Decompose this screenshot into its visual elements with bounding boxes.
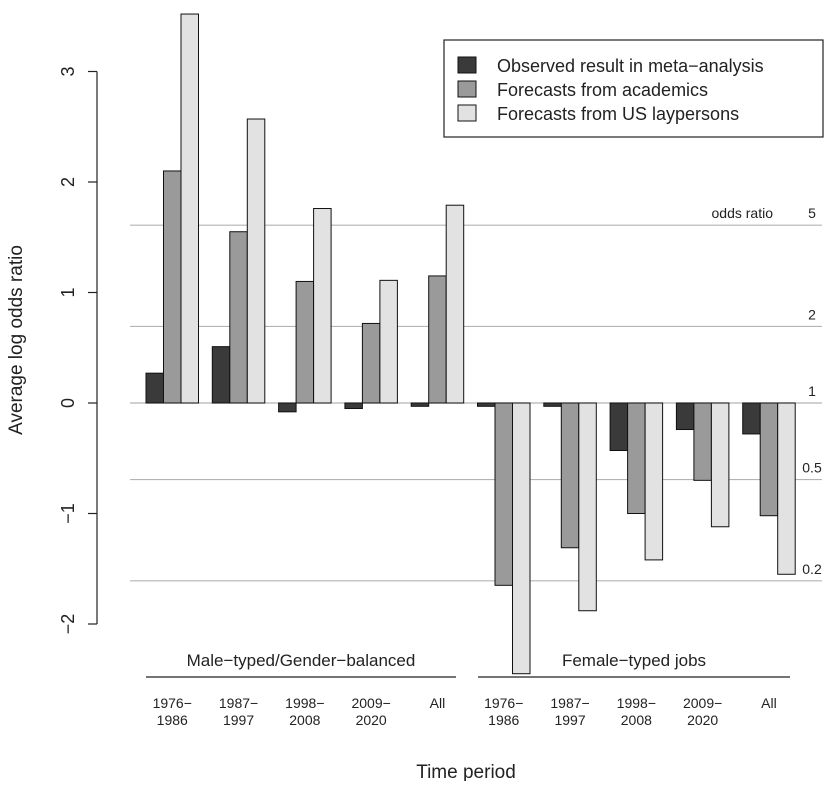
bar xyxy=(246,118,266,404)
reference-line-label: 0.5 xyxy=(802,460,822,476)
x-tick-label: 1998− 2008 xyxy=(285,695,324,728)
y-tick-label: −1 xyxy=(58,503,78,524)
y-tick-label: 3 xyxy=(58,66,78,76)
bar xyxy=(379,279,398,404)
bar xyxy=(180,13,199,404)
reference-line-label: 2 xyxy=(808,306,816,322)
x-tick-label: All xyxy=(430,695,446,711)
group-label: Male−typed/Gender−balanced xyxy=(187,651,416,670)
bar xyxy=(145,372,164,404)
x-tick-labels: 1976− 1986 1987− 1997 1998− 2008 2009− 2020 All 1… xyxy=(153,695,777,728)
x-tick-label: 2009− 2020 xyxy=(683,695,722,728)
legend-box xyxy=(443,39,824,138)
bar xyxy=(627,402,646,514)
bar xyxy=(410,402,430,407)
bar xyxy=(777,402,796,575)
bar xyxy=(759,402,779,517)
reference-line-label: 0.2 xyxy=(802,561,822,577)
x-tick-label: 1976− 1986 xyxy=(484,695,523,728)
bar xyxy=(710,402,730,528)
bar xyxy=(344,402,363,410)
bar xyxy=(494,402,513,586)
legend-entry: Forecasts from US laypersons xyxy=(497,104,739,124)
x-tick-label: 1987− 1997 xyxy=(219,695,258,728)
bar xyxy=(477,402,496,407)
bar xyxy=(361,322,381,404)
bar xyxy=(211,346,231,404)
bar xyxy=(229,231,248,404)
reference-lines: 5 2 1 0.5 0.2 odds ratio xyxy=(130,205,822,582)
bar xyxy=(609,402,629,452)
group-labels: Male−typed/Gender−balanced Female−typed j… xyxy=(146,651,790,678)
bar xyxy=(644,402,664,561)
x-tick-label: 1987− 1997 xyxy=(550,695,589,728)
bar xyxy=(543,402,562,407)
x-axis-label: Time period xyxy=(416,762,516,781)
x-tick-label: 2009− 2020 xyxy=(351,695,390,728)
y-axis: −2 −1 0 1 2 3 xyxy=(58,66,98,635)
bar xyxy=(295,280,315,404)
x-tick-label: All xyxy=(761,695,777,711)
y-tick-label: 0 xyxy=(58,398,78,408)
legend-swatch xyxy=(457,80,477,98)
bar xyxy=(578,402,597,612)
reference-line-title: odds ratio xyxy=(712,205,774,221)
legend-entry: Forecasts from academics xyxy=(497,80,708,100)
bar xyxy=(742,402,761,435)
legend-swatch xyxy=(457,104,477,122)
legend: Observed result in meta−analysis Forecast… xyxy=(443,39,824,138)
bar xyxy=(512,402,531,675)
group-label: Female−typed jobs xyxy=(562,651,706,670)
legend-entry: Observed result in meta−analysis xyxy=(497,56,764,76)
bar xyxy=(693,402,712,481)
bar xyxy=(428,275,447,404)
bar xyxy=(675,402,695,431)
bars xyxy=(145,13,796,675)
bar xyxy=(445,204,465,404)
reference-line-label: 5 xyxy=(808,205,816,221)
bar xyxy=(560,402,580,549)
x-tick-label: 1998− 2008 xyxy=(617,695,656,728)
bar xyxy=(163,170,182,404)
bar xyxy=(278,402,297,413)
y-tick-label: −2 xyxy=(58,614,78,635)
x-tick-label: 1976− 1986 xyxy=(153,695,192,728)
reference-line-label: 1 xyxy=(808,383,816,399)
y-axis-label: Average log odds ratio xyxy=(6,245,27,435)
y-tick-label: 2 xyxy=(58,177,78,187)
legend-swatch xyxy=(457,56,477,74)
bar xyxy=(313,208,332,404)
y-tick-label: 1 xyxy=(58,287,78,297)
